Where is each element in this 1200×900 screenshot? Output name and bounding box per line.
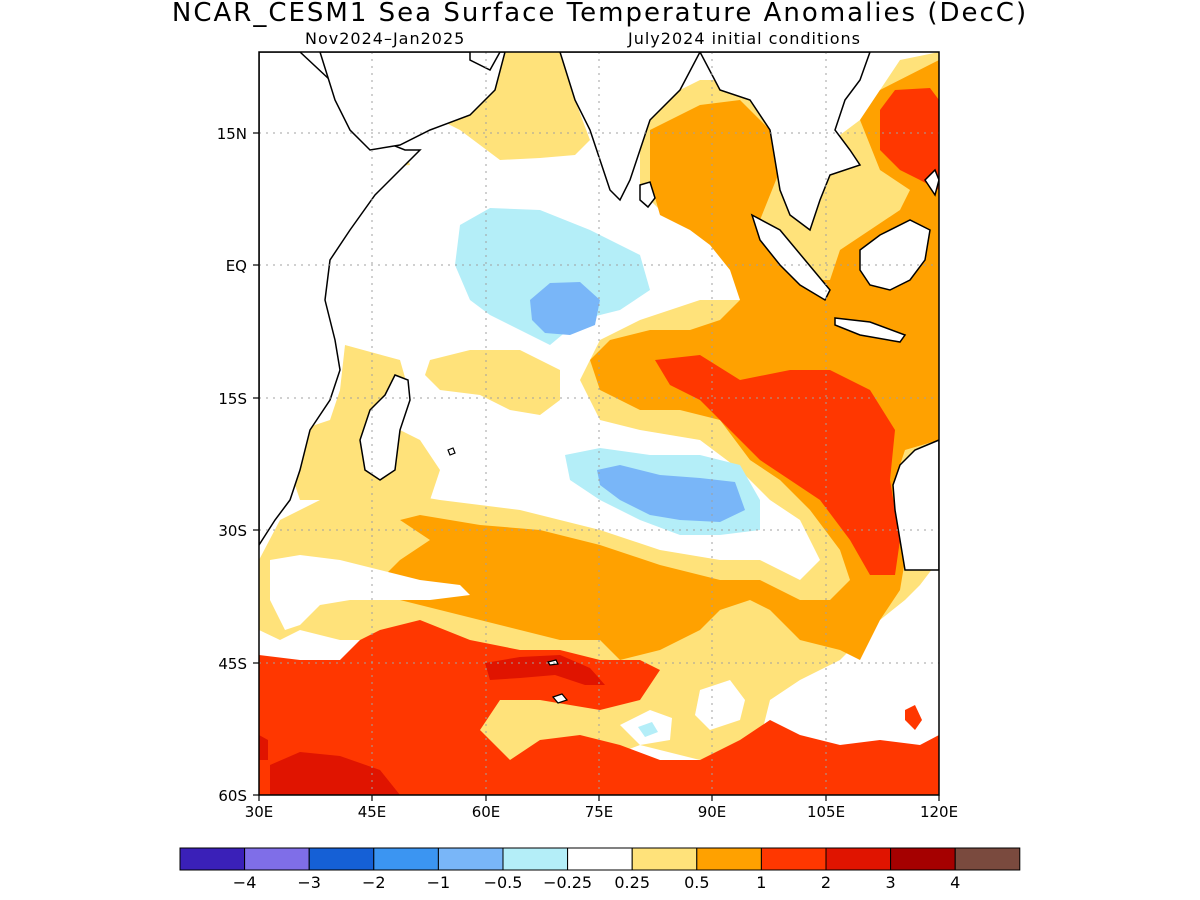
anomaly-south-red: [259, 620, 939, 795]
land-mauritius: [447, 447, 456, 456]
land-madagascar: [359, 374, 411, 481]
land-sumatra: [750, 213, 831, 302]
sst-field: [259, 52, 939, 795]
lon-label-45e: 45E: [358, 803, 387, 821]
legend-swatch: [373, 847, 439, 871]
land-arabia: [319, 52, 506, 151]
anomaly-central-yellow: [425, 350, 560, 415]
anomaly-south-cool: [597, 465, 745, 522]
legend-label: −4: [233, 873, 257, 892]
land-india: [559, 52, 701, 202]
legend-label: −1: [427, 873, 451, 892]
legend-label: 0.25: [614, 873, 650, 892]
land-borneo: [859, 219, 931, 291]
legend-label: 4: [950, 873, 960, 892]
anomaly-se-red-spot: [905, 705, 922, 730]
lon-label-60e: 60E: [472, 803, 501, 821]
lat-label-45s: 45S: [218, 655, 247, 673]
land-kerguelen: [551, 693, 569, 704]
legend-label: 3: [886, 873, 896, 892]
legend-swatch: [825, 847, 892, 871]
anomaly-east-red: [655, 355, 900, 575]
forecast-period: Nov2024–Jan2025: [305, 29, 466, 48]
lat-label-15s: 15S: [218, 390, 247, 408]
lon-label-105e: 105E: [807, 803, 845, 821]
legend-swatch: [308, 847, 375, 871]
map-title: NCAR_CESM1 Sea Surface Temperature Anoma…: [171, 0, 1029, 28]
land-java: [834, 317, 907, 343]
lon-label-120e: 120E: [920, 803, 958, 821]
anomaly-south-white: [695, 680, 745, 730]
land-philippines: [924, 168, 939, 197]
legend-swatch: [954, 847, 1021, 871]
legend-swatch: [760, 847, 827, 871]
legend-label: −0.25: [543, 873, 592, 892]
legend-label: 1: [756, 873, 766, 892]
anomaly-sw-deep-red: [259, 735, 268, 760]
legend-swatch: [437, 847, 504, 871]
legend-label: 2: [821, 873, 831, 892]
legend-label: −0.5: [484, 873, 523, 892]
anomaly-south-cyan: [638, 722, 658, 737]
anomaly-south-deep-red: [270, 752, 400, 795]
anomaly-sw-white: [270, 555, 470, 630]
legend-label: 0.5: [684, 873, 709, 892]
lat-label-eq: EQ: [226, 257, 247, 275]
legend-swatch: [567, 847, 633, 871]
anomaly-ne-red: [880, 88, 939, 190]
lon-label-90e: 90E: [698, 803, 727, 821]
land-australia: [892, 439, 939, 571]
initial-conditions: July2024 initial conditions: [628, 29, 861, 48]
lat-label-30s: 30S: [218, 522, 247, 540]
legend-swatch: [696, 847, 762, 871]
lat-labels: 15N EQ 15S 30S 45S 60S: [217, 125, 247, 805]
tick-marks: [253, 132, 940, 801]
legend-labels: −4 −3 −2 −1 −0.5 −0.25 0.25 0.5 1 2 3 4: [233, 873, 960, 892]
legend-swatch: [890, 847, 956, 871]
legend-label: −2: [362, 873, 386, 892]
lon-label-75e: 75E: [585, 803, 614, 821]
anomaly-north-cool-light: [455, 208, 650, 345]
legend-label: −3: [297, 873, 321, 892]
legend-swatch: [244, 847, 310, 871]
lat-label-60s: 60S: [218, 787, 247, 805]
color-legend: [179, 847, 1021, 871]
lat-label-15n: 15N: [217, 125, 247, 143]
legend-swatch: [179, 847, 246, 871]
legend-swatch: [631, 847, 698, 871]
lon-label-30e: 30E: [245, 803, 274, 821]
land-indochina: [699, 52, 871, 232]
legend-swatch: [502, 847, 569, 871]
lon-labels: 30E 45E 60E 75E 90E 105E 120E: [245, 803, 958, 821]
land-sri-lanka: [639, 181, 656, 209]
gridlines: [259, 52, 939, 795]
anomaly-north-cool: [530, 282, 600, 335]
